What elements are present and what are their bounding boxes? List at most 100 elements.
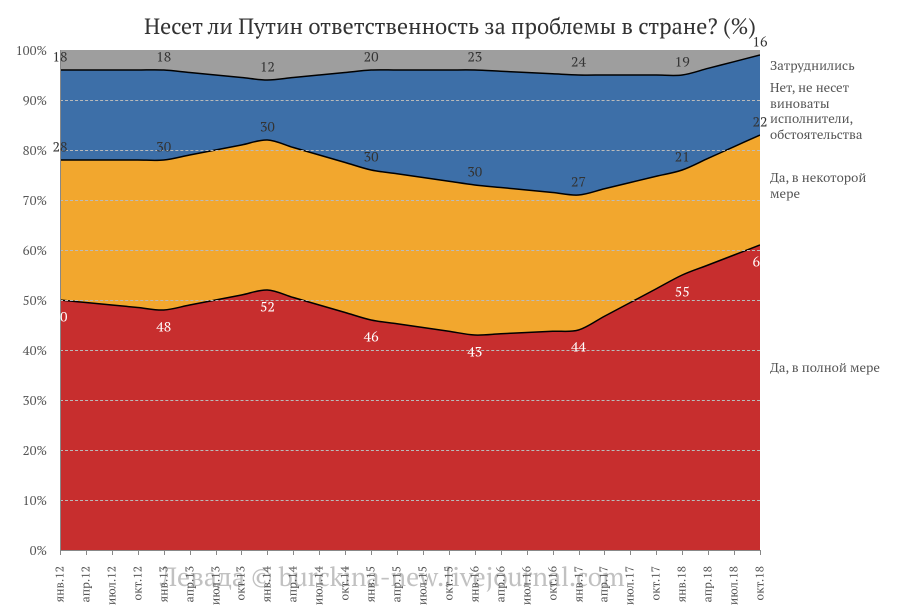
data-label: 19: [675, 53, 690, 72]
chart-container: Несет ли Путин ответственность за пробле…: [0, 0, 900, 616]
data-label: 52: [260, 298, 275, 317]
data-label: 30: [364, 148, 379, 167]
data-label: 27: [571, 173, 586, 192]
y-tick-label: 100%: [16, 41, 47, 59]
x-tick-mark: [267, 550, 268, 555]
data-label: 30: [156, 138, 171, 157]
x-tick-mark: [760, 550, 761, 555]
x-tick-mark: [60, 550, 61, 555]
y-tick-label: 80%: [23, 141, 47, 159]
x-tick-label: окт.17: [649, 566, 664, 600]
x-tick-label: июл.16: [519, 566, 534, 605]
data-label: 43: [467, 343, 482, 362]
x-tick-mark: [293, 550, 294, 555]
data-label: 12: [260, 58, 275, 77]
y-tick-label: 30%: [23, 391, 47, 409]
y-tick-label: 50%: [23, 291, 47, 309]
y-tick-label: 90%: [23, 91, 47, 109]
data-label: 18: [53, 48, 68, 67]
gridline: [60, 200, 760, 201]
x-tick-mark: [216, 550, 217, 555]
x-tick-mark: [553, 550, 554, 555]
x-tick-mark: [449, 550, 450, 555]
x-tick-label: апр.18: [701, 566, 716, 602]
x-axis: янв.12апр.12июл.12окт.12янв.13апр.13июл.…: [60, 560, 760, 610]
x-tick-mark: [630, 550, 631, 555]
data-label: 44: [571, 338, 586, 357]
x-tick-mark: [138, 550, 139, 555]
data-label: 30: [467, 163, 482, 182]
x-tick-label: июл.17: [623, 566, 638, 605]
x-tick-label: окт.12: [130, 566, 145, 600]
x-tick-mark: [86, 550, 87, 555]
data-label: 18: [156, 48, 171, 67]
gridline: [60, 250, 760, 251]
x-tick-label: янв.17: [571, 566, 586, 602]
x-tick-mark: [112, 550, 113, 555]
x-tick-mark: [604, 550, 605, 555]
x-axis-line: [60, 550, 760, 551]
plot-area: 5028184830185230124630204330234427245521…: [60, 50, 760, 550]
y-axis-line: [60, 50, 61, 550]
x-tick-label: окт.13: [234, 566, 249, 600]
x-tick-label: янв.18: [675, 566, 690, 602]
x-tick-mark: [682, 550, 683, 555]
x-tick-mark: [656, 550, 657, 555]
data-label: 46: [364, 328, 379, 347]
y-tick-label: 0%: [30, 541, 47, 559]
x-tick-label: апр.16: [493, 566, 508, 602]
x-tick-label: окт.18: [753, 566, 768, 600]
y-axis: 0%10%20%30%40%50%60%70%80%90%100%: [0, 50, 55, 550]
y-tick-label: 70%: [23, 191, 47, 209]
x-tick-mark: [371, 550, 372, 555]
gridline: [60, 350, 760, 351]
data-label: 61: [753, 253, 768, 272]
x-tick-mark: [164, 550, 165, 555]
x-tick-mark: [527, 550, 528, 555]
gridline: [60, 500, 760, 501]
gridline: [60, 300, 760, 301]
data-label: 23: [467, 48, 482, 67]
gridline: [60, 100, 760, 101]
x-tick-label: янв.14: [260, 566, 275, 602]
x-tick-mark: [319, 550, 320, 555]
data-label: 16: [753, 33, 768, 52]
x-tick-mark: [501, 550, 502, 555]
data-label: 21: [675, 148, 690, 167]
x-tick-label: апр.17: [597, 566, 612, 602]
y-tick-label: 10%: [23, 491, 47, 509]
data-label: 24: [571, 53, 586, 72]
x-tick-label: июл.15: [415, 566, 430, 605]
legend-item: Да, в полной мере: [770, 360, 895, 376]
x-tick-label: окт.16: [545, 566, 560, 600]
gridline: [60, 450, 760, 451]
x-tick-mark: [423, 550, 424, 555]
x-tick-label: окт.14: [338, 566, 353, 600]
x-tick-label: июл.13: [208, 566, 223, 605]
data-label: 22: [753, 113, 768, 132]
x-tick-mark: [190, 550, 191, 555]
x-tick-mark: [734, 550, 735, 555]
y-tick-label: 20%: [23, 441, 47, 459]
x-tick-label: апр.15: [390, 566, 405, 602]
x-tick-label: янв.15: [364, 566, 379, 602]
x-tick-label: апр.12: [78, 566, 93, 602]
legend-item: Нет, не несет виноваты исполнители, обст…: [770, 80, 895, 142]
x-tick-label: июл.12: [104, 566, 119, 605]
x-tick-mark: [708, 550, 709, 555]
data-label: 30: [260, 118, 275, 137]
data-label: 20: [364, 48, 379, 67]
x-tick-mark: [475, 550, 476, 555]
x-tick-mark: [241, 550, 242, 555]
data-label: 50: [53, 308, 68, 327]
data-label: 55: [675, 283, 690, 302]
x-tick-label: апр.14: [286, 566, 301, 602]
x-tick-label: янв.16: [467, 566, 482, 602]
x-tick-label: июл.18: [727, 566, 742, 605]
gridline: [60, 400, 760, 401]
x-tick-label: окт.15: [441, 566, 456, 600]
x-tick-label: апр.13: [182, 566, 197, 602]
legend-item: Да, в некоторой мере: [770, 170, 895, 201]
x-tick-mark: [345, 550, 346, 555]
x-tick-label: янв.13: [156, 566, 171, 602]
